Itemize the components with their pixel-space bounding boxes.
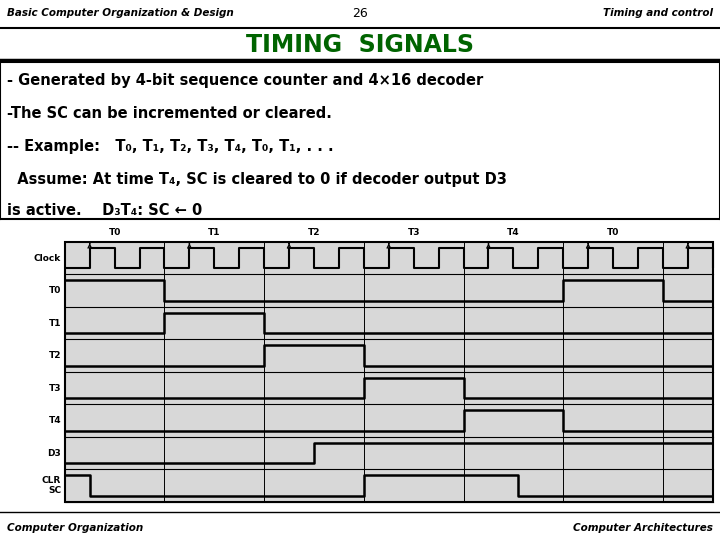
Text: T3: T3	[49, 383, 61, 393]
Text: 26: 26	[352, 7, 368, 20]
Text: Clock: Clock	[34, 254, 61, 262]
Text: Timing and control: Timing and control	[603, 8, 713, 18]
Text: Assume: At time T₄, SC is cleared to 0 if decoder output D3: Assume: At time T₄, SC is cleared to 0 i…	[7, 172, 507, 187]
Text: Basic Computer Organization & Design: Basic Computer Organization & Design	[7, 8, 234, 18]
Text: Computer Architectures: Computer Architectures	[573, 523, 713, 532]
Text: T4: T4	[507, 228, 520, 238]
Text: T1: T1	[49, 319, 61, 328]
Text: TIMING  SIGNALS: TIMING SIGNALS	[246, 33, 474, 57]
Text: is active.    D₃T₄: SC ← 0: is active. D₃T₄: SC ← 0	[7, 203, 202, 218]
Text: T4: T4	[48, 416, 61, 425]
Text: -The SC can be incremented or cleared.: -The SC can be incremented or cleared.	[7, 106, 332, 121]
Text: - Generated by 4-bit sequence counter and 4×16 decoder: - Generated by 4-bit sequence counter an…	[7, 73, 483, 88]
Text: T0: T0	[49, 286, 61, 295]
Text: -- Example:   T₀, T₁, T₂, T₃, T₄, T₀, T₁, . . .: -- Example: T₀, T₁, T₂, T₃, T₄, T₀, T₁, …	[7, 139, 334, 154]
Text: T2: T2	[307, 228, 320, 238]
Text: CLR
SC: CLR SC	[42, 476, 61, 495]
Text: T0: T0	[607, 228, 619, 238]
Text: T2: T2	[49, 351, 61, 360]
Text: Computer Organization: Computer Organization	[7, 523, 143, 532]
Text: T3: T3	[408, 228, 420, 238]
Text: T0: T0	[109, 228, 121, 238]
Text: T1: T1	[208, 228, 220, 238]
Text: D3: D3	[48, 449, 61, 457]
